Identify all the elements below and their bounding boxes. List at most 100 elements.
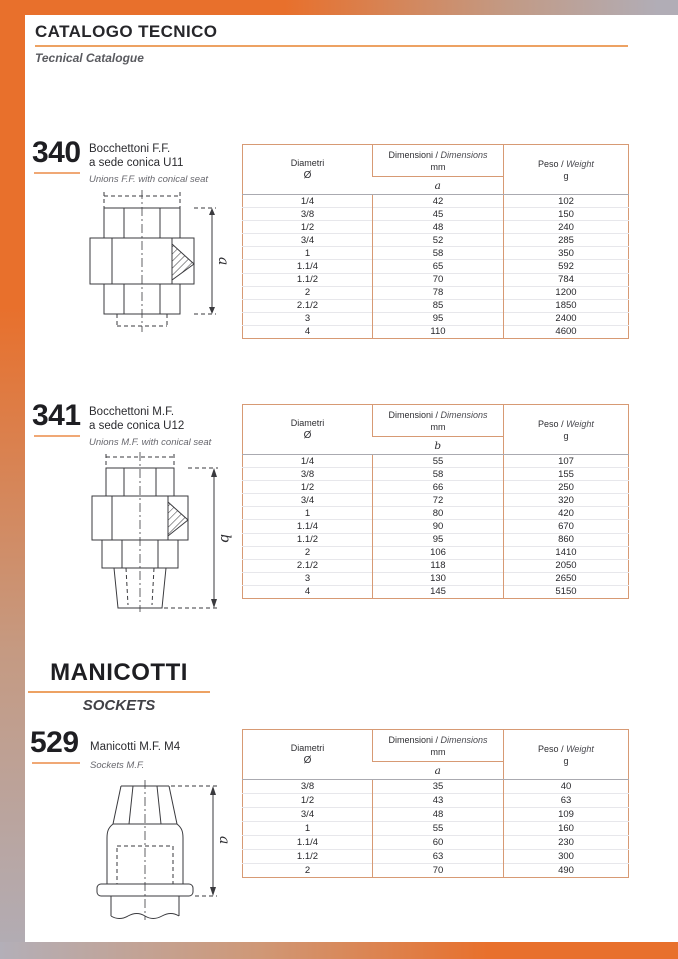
- spec-table-529: Diametri Ø Dimensioni / Dimensions mm Pe…: [242, 729, 629, 878]
- cell-dimension: 58: [372, 246, 504, 260]
- table-row: 3 130 2650: [242, 571, 629, 586]
- cell-dimension: 60: [372, 835, 504, 850]
- section-title-line1: Manicotti M.F. M4: [90, 741, 181, 753]
- cell-dimension: 145: [372, 584, 504, 599]
- header-label: Diametri: [290, 743, 325, 753]
- section-title-line2: a sede conica U11: [89, 157, 184, 169]
- spec-table-340: Diametri Ø Dimensioni / Dimensions mm Pe…: [242, 144, 629, 340]
- col-header-diametri: Diametri Ø: [242, 144, 373, 195]
- table-body: 1/4 55 107 3/8 58 155 1/2 66 250 3/: [242, 453, 629, 599]
- cell-diametri: 3: [242, 571, 373, 586]
- group-subtitle: SOCKETS: [82, 697, 156, 714]
- section-code-underline: [34, 435, 80, 437]
- cell-dimension: 52: [372, 233, 504, 247]
- table-row: 1.1/2 63 300: [242, 849, 629, 864]
- header-separator: /: [432, 149, 441, 160]
- section-title-529: Manicotti M.F. M4: [90, 740, 180, 754]
- cell-peso: 107: [503, 453, 629, 468]
- cell-dimension: 130: [372, 571, 504, 586]
- section-title-340: Bocchettoni F.F. a sede conica U11: [89, 142, 183, 170]
- header-unit: g: [563, 755, 569, 766]
- table-row: 1.1/4 65 592: [242, 259, 629, 274]
- cell-dimension: 95: [372, 532, 504, 547]
- table-row: 1.1/4 90 670: [242, 519, 629, 534]
- col-header-diametri: Diametri Ø: [242, 729, 373, 780]
- union-ff-technical-drawing: a: [89, 190, 231, 332]
- group-underline: [28, 691, 210, 693]
- table-row: 1/4 42 102: [242, 193, 629, 208]
- cell-dimension: 65: [372, 259, 504, 274]
- section-title-line1: Bocchettoni M.F.: [89, 406, 175, 418]
- cell-dimension: 78: [372, 285, 504, 300]
- header-separator: /: [558, 158, 567, 169]
- cell-peso: 240: [503, 220, 629, 234]
- table-row: 3/4 52 285: [242, 233, 629, 247]
- header-label-en: Dimensions: [440, 409, 488, 420]
- cell-peso: 2650: [503, 571, 629, 586]
- header-label-en: Dimensions: [440, 149, 488, 160]
- section-code-340: 340: [32, 136, 81, 169]
- section-title-341: Bocchettoni M.F. a sede conica U12: [89, 405, 184, 433]
- cell-diametri: 2: [242, 545, 373, 560]
- col-header-peso: Peso / Weight g: [503, 144, 629, 195]
- cell-peso: 2400: [503, 311, 629, 326]
- header-label-en: Weight: [566, 743, 594, 754]
- cell-dimension: 110: [372, 324, 504, 339]
- table-row: 1.1/2 70 784: [242, 272, 629, 287]
- col-header-dimensioni: Dimensioni / Dimensions mm: [372, 144, 504, 177]
- section-subtitle-529: Sockets M.F.: [90, 760, 145, 771]
- cell-peso: 40: [503, 779, 629, 794]
- table-row: 1/4 55 107: [242, 453, 629, 468]
- cell-diametri: 1: [242, 821, 373, 836]
- header-label-it: Peso: [538, 743, 559, 754]
- cell-diametri: 4: [242, 324, 373, 339]
- section-subtitle-341: Unions M.F. with conical seat: [89, 437, 212, 448]
- cell-dimension: 90: [372, 519, 504, 534]
- cell-diametri: 1/4: [242, 193, 373, 208]
- cell-dimension: 70: [372, 863, 504, 878]
- cell-peso: 860: [503, 532, 629, 547]
- header-label-en: Dimensions: [440, 734, 488, 745]
- cell-dimension: 63: [372, 849, 504, 864]
- dimension-label: b: [217, 534, 233, 543]
- cell-peso: 1850: [503, 298, 629, 313]
- cell-diametri: 1/2: [242, 793, 373, 808]
- cell-diametri: 1: [242, 506, 373, 520]
- dimension-label: a: [215, 257, 231, 265]
- cell-diametri: 2.1/2: [242, 558, 373, 573]
- cell-diametri: 3/4: [242, 807, 373, 822]
- cell-dimension: 43: [372, 793, 504, 808]
- cell-dimension: 55: [372, 821, 504, 836]
- header-unit: mm: [430, 161, 446, 172]
- table-row: 1/2 43 63: [242, 793, 629, 808]
- table-body: 1/4 42 102 3/8 45 150 1/2 48 240 3/: [242, 193, 629, 339]
- cell-diametri: 3/4: [242, 233, 373, 247]
- table-row: 1.1/2 95 860: [242, 532, 629, 547]
- cell-dimension: 80: [372, 506, 504, 520]
- header-separator: /: [432, 734, 441, 745]
- table-row: 1/2 48 240: [242, 220, 629, 234]
- table-row: 2 106 1410: [242, 545, 629, 560]
- col-header-peso: Peso / Weight g: [503, 729, 629, 780]
- cell-peso: 4600: [503, 324, 629, 339]
- header-label-it: Dimensioni: [388, 149, 433, 160]
- table-row: 2.1/2 85 1850: [242, 298, 629, 313]
- cell-peso: 150: [503, 207, 629, 221]
- table-row: 3/4 48 109: [242, 807, 629, 822]
- cell-diametri: 3/8: [242, 207, 373, 221]
- cell-diametri: 1/4: [242, 453, 373, 468]
- section-code-341: 341: [32, 399, 81, 432]
- section-subtitle-340: Unions F.F. with conical seat: [89, 174, 208, 185]
- dimension-label: a: [216, 836, 230, 844]
- table-row: 1/2 66 250: [242, 480, 629, 494]
- cell-dimension: 72: [372, 493, 504, 507]
- cell-dimension: 70: [372, 272, 504, 287]
- table-row: 3 95 2400: [242, 311, 629, 326]
- section-title-line1: Bocchettoni F.F.: [89, 143, 171, 155]
- header-label: Diametri: [290, 418, 325, 428]
- cell-peso: 300: [503, 849, 629, 864]
- cell-diametri: 1.1/2: [242, 272, 373, 287]
- cell-diametri: 1/2: [242, 480, 373, 494]
- dim-letter-header: a: [372, 761, 504, 780]
